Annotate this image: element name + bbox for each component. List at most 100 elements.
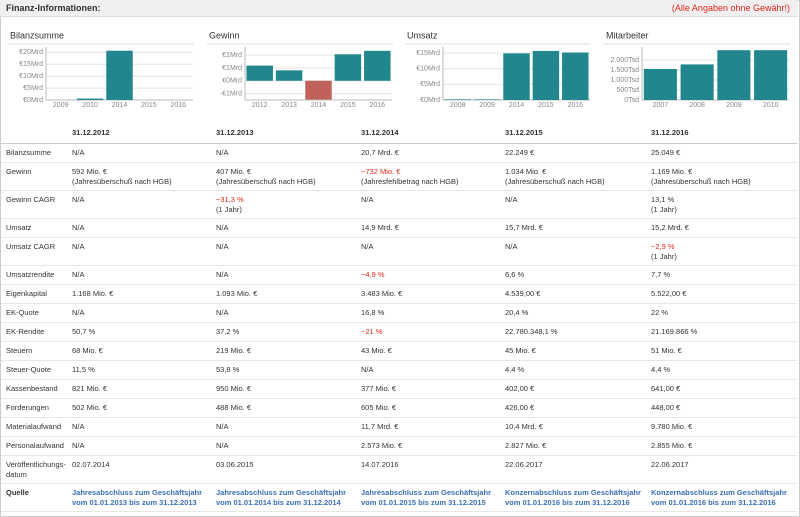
row-label: Materialaufwand [1, 417, 67, 437]
bar [562, 52, 589, 100]
cell: 20,7 Mrd. € [356, 143, 500, 163]
row-label: Eigenkapital [1, 284, 67, 304]
x-tick-label: 2009 [726, 102, 742, 109]
bar [680, 64, 714, 100]
cell: 3.483 Mio. € [356, 284, 500, 304]
y-tick-label: €1Mrd [222, 52, 242, 59]
source-row: Quelle Jahresabschluss zum Geschäftsjahr … [1, 483, 797, 512]
cell: N/A [211, 265, 356, 285]
cell: 950 Mio. € [211, 379, 356, 399]
cell: 821 Mio. € [67, 379, 211, 399]
cell-note: (1 Jahr) [651, 251, 677, 261]
cell-note: (Jahresüberschuß nach HGB) [216, 176, 316, 186]
x-tick-label: 2009 [479, 102, 495, 109]
cell: 1.093 Mio. € [211, 284, 356, 304]
cell: 1.169 Mio. € (Jahresüberschuß nach HGB) [646, 162, 797, 191]
y-tick-label: €10Mrd [19, 73, 43, 80]
column-header: 31.12.2016 [646, 124, 797, 144]
y-tick-label: €15Mrd [416, 50, 440, 57]
cell: 4,4 % [500, 360, 646, 380]
y-tick-label: €15Mrd [19, 61, 43, 68]
cell-value: 407 Mio. € [216, 167, 252, 176]
x-tick-label: 2012 [252, 102, 268, 109]
y-tick-label: -€1Mrd [220, 90, 242, 97]
cell: N/A [356, 237, 500, 266]
cell: 6,6 % [500, 265, 646, 285]
cell: 45 Mio. € [500, 341, 646, 361]
cell: 13,1 % (1 Jahr) [646, 190, 797, 219]
bar [643, 69, 677, 100]
cell: N/A [500, 190, 646, 219]
x-tick-label: 2008 [450, 102, 466, 109]
row-label: Personalaufwand [1, 436, 67, 456]
bar [364, 50, 391, 81]
row-label: Gewinn CAGR [1, 190, 67, 219]
charts: Bilanzsumme €0Mrd €5Mrd €10Mrd €15Mrd €20Mrd 2… [8, 30, 790, 109]
cell: Konzernabschluss zum Geschäftsjahr vom 0… [646, 483, 797, 512]
cell-value: −31,3 % [216, 195, 244, 204]
cell: 20,4 % [500, 303, 646, 323]
row-label: Forderungen [1, 398, 67, 418]
table-row: Personalaufwand N/A N/A 2.573 Mio. €2.827 M… [1, 436, 797, 456]
column-header: 31.12.2015 [500, 124, 646, 144]
cell: 22.06.2017 [500, 455, 646, 484]
cell: N/A [67, 143, 211, 163]
table-row: Steuer-Quote 11,5 % 53,8 % N/A 4,4 % 4,4 % [1, 360, 797, 380]
chart-title: Mitarbeiter [606, 30, 649, 40]
chart-title: Gewinn [209, 30, 240, 40]
cell: 592 Mio. € (Jahresüberschuß nach HGB) [67, 162, 211, 191]
y-tick-label: €20Mrd [19, 49, 43, 56]
y-tick-label: €5Mrd [420, 81, 440, 88]
cell: 502 Mio. € [67, 398, 211, 418]
cell: −4,9 % [356, 265, 500, 285]
row-label: EK-Quote [1, 303, 67, 323]
x-tick-label: 2015 [340, 102, 356, 109]
table-row: EK-Rendite 50,7 % 37,2 % −21 % 22.780.348,1 … [1, 322, 797, 342]
cell: 488 Mio. € [211, 398, 356, 418]
source-link[interactable]: Jahresabschluss zum Geschäftsjahr vom 01… [216, 488, 347, 507]
panel-header: Finanz-Informationen: (Alle Angaben ohne… [0, 0, 798, 17]
bar [305, 80, 332, 100]
corner-cell [1, 124, 67, 144]
bar [717, 50, 751, 100]
x-tick-label: 2016 [171, 102, 187, 109]
cell: N/A [500, 237, 646, 266]
x-tick-label: 2016 [568, 102, 584, 109]
cell: 21.169.866 % [646, 322, 797, 342]
cell-note: (Jahresüberschuß nach HGB) [72, 176, 172, 186]
x-tick-label: 2010 [763, 102, 779, 109]
y-tick-label: €5Mrd [23, 85, 43, 92]
column-header: 31.12.2012 [67, 124, 211, 144]
cell: N/A [67, 436, 211, 456]
cell-value: 592 Mio. € [72, 167, 108, 176]
disclaimer: (Alle Angaben ohne Gewähr!) [671, 3, 790, 13]
x-tick-label: 2014 [509, 102, 525, 109]
cell: 11,7 Mrd. € [356, 417, 500, 437]
cell: N/A [67, 265, 211, 285]
cell-value: −21 % [361, 327, 383, 336]
source-link[interactable]: Konzernabschluss zum Geschäftsjahr vom 0… [505, 488, 641, 507]
source-link[interactable]: Jahresabschluss zum Geschäftsjahr vom 01… [361, 488, 492, 507]
source-link[interactable]: Jahresabschluss zum Geschäftsjahr vom 01… [72, 488, 203, 507]
cell: N/A [211, 303, 356, 323]
header-row: 31.12.2012 31.12.2013 31.12.2014 31.12.2015… [1, 124, 797, 144]
row-label: Umsatz CAGR [1, 237, 67, 266]
row-label: Kassenbestand [1, 379, 67, 399]
bar [275, 70, 303, 81]
cell: 1.168 Mio. € [67, 284, 211, 304]
bar [444, 99, 471, 100]
cell: 4,4 % [646, 360, 797, 380]
row-label: Steuern [1, 341, 67, 361]
cell: N/A [67, 417, 211, 437]
cell-note: (1 Jahr) [216, 204, 242, 214]
cell: Konzernabschluss zum Geschäftsjahr vom 0… [500, 483, 646, 512]
cell: 50,7 % [67, 322, 211, 342]
cell: 16,8 % [356, 303, 500, 323]
cell: 605 Mio. € [356, 398, 500, 418]
x-tick-label: 2007 [653, 102, 669, 109]
chart-title: Umsatz [407, 30, 438, 40]
x-tick-label: 2013 [281, 102, 297, 109]
source-link[interactable]: Konzernabschluss zum Geschäftsjahr vom 0… [651, 488, 787, 507]
x-tick-label: 2014 [112, 102, 128, 109]
